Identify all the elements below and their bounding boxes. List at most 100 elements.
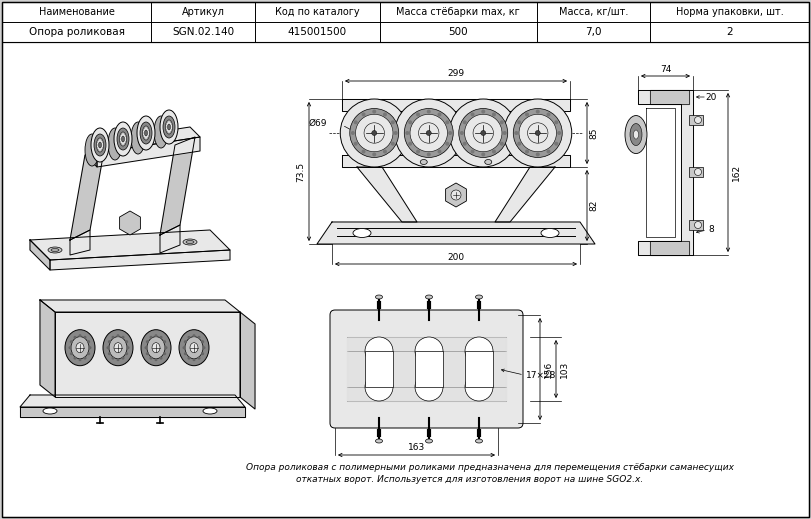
Circle shape — [481, 153, 485, 156]
Bar — [689, 115, 703, 125]
Polygon shape — [495, 167, 555, 222]
Circle shape — [694, 169, 702, 175]
Circle shape — [127, 346, 130, 349]
Ellipse shape — [475, 439, 483, 443]
Circle shape — [198, 357, 200, 360]
Circle shape — [163, 340, 166, 343]
Text: 500: 500 — [448, 27, 468, 37]
Circle shape — [184, 352, 187, 355]
Text: Опора роликовая с полимерными роликами предназначена для перемещения стёбарки са: Опора роликовая с полимерными роликами п… — [246, 462, 734, 471]
Circle shape — [350, 108, 399, 157]
Circle shape — [415, 337, 443, 365]
Circle shape — [514, 131, 518, 135]
Polygon shape — [40, 300, 55, 397]
Circle shape — [391, 142, 395, 146]
Ellipse shape — [65, 330, 95, 366]
Polygon shape — [55, 312, 240, 397]
Circle shape — [473, 123, 493, 143]
Circle shape — [383, 149, 387, 154]
Text: 200: 200 — [448, 253, 465, 262]
Ellipse shape — [420, 159, 427, 165]
Polygon shape — [650, 241, 689, 255]
Circle shape — [416, 149, 420, 154]
Circle shape — [504, 99, 572, 167]
Circle shape — [525, 113, 529, 116]
Text: 73.5: 73.5 — [297, 161, 306, 182]
Text: 85: 85 — [590, 127, 599, 139]
Circle shape — [415, 373, 443, 401]
Circle shape — [198, 336, 200, 339]
Circle shape — [88, 346, 92, 349]
Polygon shape — [87, 143, 97, 167]
Ellipse shape — [144, 130, 148, 136]
Polygon shape — [342, 155, 570, 167]
Circle shape — [465, 337, 493, 365]
Ellipse shape — [426, 295, 432, 299]
Circle shape — [448, 131, 453, 135]
Bar — [689, 220, 703, 230]
Circle shape — [445, 142, 449, 146]
Circle shape — [125, 340, 128, 343]
Polygon shape — [357, 167, 417, 222]
Circle shape — [111, 336, 114, 339]
Circle shape — [79, 334, 81, 337]
Ellipse shape — [203, 408, 217, 414]
Circle shape — [68, 346, 71, 349]
Text: 20: 20 — [706, 92, 717, 102]
Ellipse shape — [163, 116, 175, 138]
Ellipse shape — [76, 343, 84, 353]
Circle shape — [362, 113, 366, 116]
Text: 82: 82 — [590, 200, 599, 211]
Text: 7,0: 7,0 — [586, 27, 602, 37]
Circle shape — [513, 108, 562, 157]
Circle shape — [463, 142, 466, 146]
Circle shape — [535, 130, 540, 135]
Ellipse shape — [152, 343, 160, 353]
Circle shape — [149, 336, 152, 339]
Circle shape — [365, 337, 393, 365]
Ellipse shape — [140, 122, 152, 144]
Ellipse shape — [633, 130, 638, 139]
Text: 156: 156 — [543, 360, 552, 378]
Text: 103: 103 — [560, 360, 569, 378]
Circle shape — [87, 352, 90, 355]
Circle shape — [362, 149, 366, 154]
Circle shape — [465, 373, 493, 401]
Ellipse shape — [183, 239, 197, 245]
Circle shape — [437, 113, 441, 116]
Circle shape — [460, 131, 464, 135]
Circle shape — [364, 123, 384, 143]
Circle shape — [470, 113, 474, 116]
Text: Код по каталогу: Код по каталогу — [275, 7, 359, 17]
Ellipse shape — [179, 330, 209, 366]
Circle shape — [463, 120, 466, 124]
Circle shape — [192, 358, 195, 361]
Ellipse shape — [51, 249, 59, 252]
Text: 163: 163 — [408, 444, 425, 453]
Circle shape — [408, 142, 412, 146]
Circle shape — [445, 120, 449, 124]
Ellipse shape — [375, 439, 383, 443]
Circle shape — [395, 99, 463, 167]
Circle shape — [465, 114, 502, 152]
Polygon shape — [347, 337, 506, 401]
Text: откатных ворот. Используется для изготовления ворот на шине SGO2.х.: откатных ворот. Используется для изготов… — [296, 474, 644, 484]
Circle shape — [547, 149, 551, 154]
Ellipse shape — [131, 122, 145, 154]
Bar — [2, 2, 809, 42]
Circle shape — [108, 340, 111, 343]
Circle shape — [406, 131, 410, 135]
Circle shape — [492, 149, 496, 154]
Circle shape — [492, 113, 496, 116]
Circle shape — [418, 123, 439, 143]
Circle shape — [694, 222, 702, 228]
Ellipse shape — [71, 337, 89, 359]
Text: Артикул: Артикул — [182, 7, 225, 17]
Circle shape — [187, 336, 191, 339]
Circle shape — [371, 130, 377, 135]
Ellipse shape — [103, 330, 133, 366]
Circle shape — [459, 108, 508, 157]
Polygon shape — [20, 407, 245, 417]
Ellipse shape — [630, 124, 642, 145]
Circle shape — [341, 99, 408, 167]
